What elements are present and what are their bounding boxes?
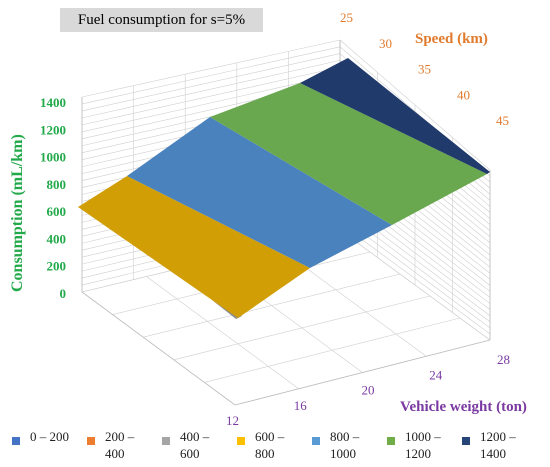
- z-tick-label: 1000: [40, 150, 66, 165]
- legend-label: 600 – 800: [255, 429, 285, 461]
- z-tick-label: 0: [60, 286, 67, 301]
- legend-label: 0 – 200: [30, 429, 69, 444]
- z-axis-title: Consumption (mL/km): [9, 134, 26, 292]
- z-tick-label: 1200: [40, 122, 66, 137]
- weight-tick-label: 12: [226, 413, 239, 428]
- weight-tick-label: 28: [497, 352, 510, 367]
- speed-axis-title: Speed (km): [415, 31, 488, 47]
- speed-tick-label: 25: [340, 10, 353, 25]
- legend-swatch: [162, 437, 170, 445]
- z-tick-label: 800: [47, 177, 67, 192]
- speed-tick-label: 35: [418, 62, 431, 77]
- weight-axis-title: Vehicle weight (ton): [400, 399, 527, 415]
- legend-label: 800 – 1000: [330, 429, 360, 461]
- legend: 0 – 200 200 – 400 400 – 600 600 – 800 800 – …: [12, 428, 542, 464]
- legend-swatch: [87, 437, 95, 445]
- z-tick-label: 200: [47, 259, 67, 274]
- legend-label: 400 – 600: [180, 429, 210, 461]
- floor-front-edge: [234, 339, 491, 406]
- legend-swatch: [312, 437, 320, 445]
- z-axis-ticks: 0 200 400 600 800 1000 1200 1400: [40, 95, 66, 301]
- z-tick-label: 400: [47, 231, 67, 246]
- speed-tick-label: 40: [457, 87, 470, 102]
- legend-swatch: [462, 437, 470, 445]
- surface-band-600-800: [78, 176, 310, 318]
- legend-label: 1000 – 1200: [405, 429, 441, 461]
- legend-swatch: [12, 437, 20, 445]
- speed-tick-label: 45: [496, 113, 509, 128]
- speed-axis-ticks: 25 30 35 40 45: [340, 10, 509, 128]
- surface-band-1000-1200: [210, 83, 487, 225]
- legend-swatch: [237, 437, 245, 445]
- surface-plot: [78, 58, 490, 319]
- z-tick-label: 600: [47, 204, 67, 219]
- surface-band-1200-1400: [300, 58, 490, 174]
- chart-title: Fuel consumption for s=5%: [60, 8, 263, 32]
- weight-axis-line: [81, 291, 236, 406]
- weight-tick-label: 24: [429, 367, 443, 382]
- legend-label: 200 – 400: [105, 429, 135, 461]
- surface-band-800-1000: [127, 117, 392, 268]
- weight-tick-label: 20: [362, 383, 375, 398]
- z-tick-label: 1400: [40, 95, 66, 110]
- legend-label: 1200 – 1400: [480, 429, 516, 461]
- weight-tick-label: 16: [294, 398, 308, 413]
- legend-swatch: [387, 437, 395, 445]
- speed-tick-label: 30: [379, 36, 392, 51]
- weight-axis-ticks: 12 16 20 24 28: [226, 352, 510, 428]
